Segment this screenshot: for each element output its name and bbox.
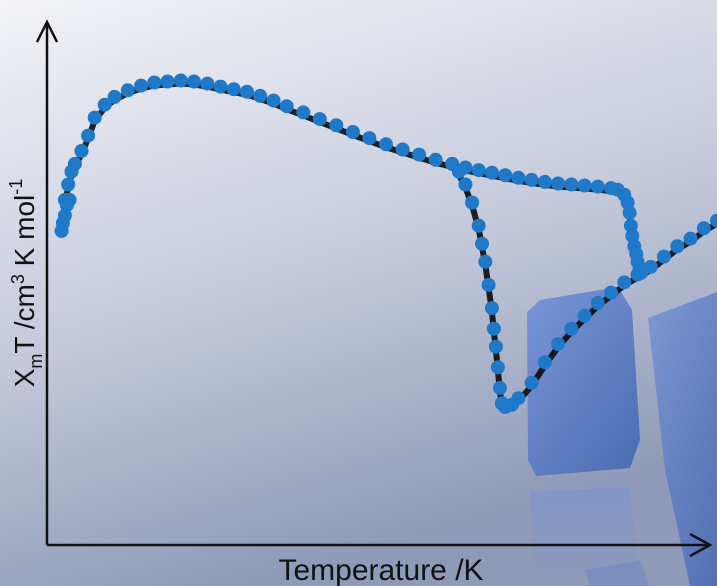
- data-point: [478, 254, 493, 269]
- data-point: [617, 275, 632, 290]
- data-point: [312, 112, 327, 127]
- data-point: [345, 125, 360, 139]
- data-point: [147, 75, 162, 90]
- data-point: [710, 213, 717, 228]
- y-label-k-mol: K mol: [9, 195, 40, 274]
- data-point: [696, 221, 711, 236]
- data-point: [492, 380, 507, 395]
- data-point: [537, 355, 552, 370]
- y-label-temperature-unit: T /cm: [9, 284, 40, 353]
- data-point: [226, 82, 241, 97]
- data-point: [160, 74, 175, 89]
- y-axis-label: XmT /cm3 K mol-1: [6, 179, 46, 388]
- data-point: [428, 152, 443, 167]
- data-point: [266, 93, 281, 108]
- data-point: [633, 266, 648, 281]
- data-point: [488, 339, 503, 354]
- data-point: [683, 231, 698, 246]
- data-point: [279, 99, 294, 114]
- data-point: [240, 84, 254, 99]
- data-point: [200, 76, 215, 91]
- y-label-subscript: m: [26, 354, 46, 369]
- data-point: [481, 277, 496, 292]
- data-point: [296, 105, 311, 120]
- data-point: [564, 321, 579, 336]
- data-point: [187, 74, 201, 89]
- data-point: [253, 88, 268, 103]
- data-point: [471, 218, 486, 233]
- data-point: [484, 301, 499, 316]
- data-point: [537, 174, 552, 189]
- data-point: [81, 128, 96, 143]
- data-point: [465, 195, 480, 210]
- data-point: [134, 78, 149, 93]
- data-point: [87, 110, 102, 125]
- data-point: [97, 97, 112, 112]
- data-point: [471, 163, 486, 178]
- data-points-layer: [54, 73, 717, 414]
- data-point: [577, 178, 592, 193]
- data-point: [484, 165, 499, 180]
- data-point: [486, 321, 501, 336]
- data-point: [604, 285, 619, 300]
- data-point: [590, 296, 605, 310]
- data-point: [524, 172, 539, 187]
- data-point: [670, 239, 685, 254]
- crystal-shape: [648, 292, 717, 586]
- data-point: [67, 156, 82, 171]
- data-point: [490, 360, 505, 375]
- data-point: [564, 177, 579, 192]
- y-label-symbol: X: [9, 368, 40, 387]
- data-point: [329, 118, 344, 133]
- data-point: [379, 137, 393, 152]
- data-point: [74, 144, 89, 158]
- data-point: [120, 83, 135, 98]
- data-point: [511, 170, 526, 185]
- data-point: [62, 192, 77, 207]
- axes: [35, 19, 713, 558]
- x-axis-arrow: [689, 532, 713, 558]
- data-point: [362, 131, 377, 146]
- crystal-shape: [527, 287, 640, 476]
- data-point: [173, 73, 188, 88]
- crystal-decoration: [527, 287, 717, 586]
- data-point: [498, 168, 513, 183]
- data-point: [551, 337, 566, 352]
- data-point: [475, 236, 489, 251]
- data-point: [622, 205, 637, 220]
- y-label-superscript-neg1: -1: [6, 179, 26, 195]
- y-label-superscript-3: 3: [8, 274, 28, 284]
- data-point: [511, 391, 526, 406]
- crystal-reflection: [585, 560, 650, 586]
- y-axis-arrow: [35, 19, 59, 43]
- data-point: [524, 375, 539, 390]
- crystal-reflection: [530, 487, 640, 586]
- data-point: [395, 142, 410, 157]
- data-point: [412, 147, 427, 162]
- data-point: [61, 177, 76, 192]
- data-point: [590, 179, 605, 194]
- data-point: [107, 89, 122, 104]
- data-point: [657, 249, 671, 264]
- x-axis-label: Temperature /K: [278, 554, 483, 586]
- data-point: [623, 218, 638, 233]
- data-point: [577, 308, 592, 323]
- data-point: [551, 176, 566, 191]
- data-point: [458, 177, 473, 192]
- data-point: [213, 79, 228, 94]
- data-point: [451, 164, 466, 179]
